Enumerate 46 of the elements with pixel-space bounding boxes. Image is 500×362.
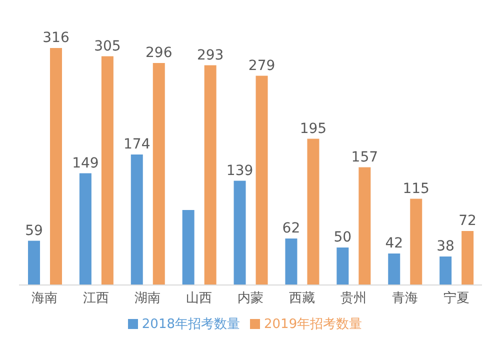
- legend-label: 2019年招考数量: [264, 317, 362, 332]
- data-label: 296: [146, 45, 172, 61]
- bar: [101, 56, 114, 285]
- bar: [388, 254, 400, 285]
- bar: [358, 167, 371, 285]
- data-label: 157: [351, 149, 378, 166]
- bar: [307, 138, 320, 285]
- bar: [130, 154, 143, 285]
- legend-label: 2018年招考数量: [142, 317, 240, 332]
- data-label: 62: [282, 220, 300, 236]
- data-label: 139: [226, 162, 254, 179]
- bar: [79, 173, 92, 285]
- data-label: 279: [248, 58, 276, 74]
- data-label: 72: [458, 213, 476, 229]
- bar: [256, 76, 268, 285]
- data-label: 42: [385, 236, 404, 252]
- x-tick-label: 西藏: [288, 291, 315, 306]
- bar: [285, 238, 298, 285]
- data-label: 305: [94, 38, 121, 54]
- data-label: 316: [42, 30, 70, 46]
- data-label: 195: [300, 120, 327, 137]
- data-label: 115: [402, 180, 430, 197]
- data-label: 149: [72, 155, 99, 172]
- x-tick-label: 海南: [32, 291, 58, 306]
- bar: [204, 65, 216, 285]
- data-label: 38: [436, 238, 454, 254]
- x-tick-label: 内蒙: [238, 291, 264, 306]
- bar: [462, 231, 474, 285]
- bar: [50, 48, 62, 285]
- data-label: 293: [196, 47, 224, 64]
- bar: [234, 180, 246, 285]
- x-tick-label: 湖南: [134, 291, 161, 306]
- data-label: 174: [124, 136, 150, 152]
- bar: [28, 240, 40, 285]
- x-tick-label: 江西: [83, 291, 110, 306]
- bar: [410, 198, 422, 285]
- data-label: 50: [334, 230, 352, 246]
- data-label: 59: [25, 222, 43, 239]
- x-tick-label: 宁夏: [443, 290, 470, 306]
- bar: [152, 63, 165, 285]
- x-tick-label: 山西: [186, 291, 212, 306]
- x-tick-label: 贵州: [340, 291, 366, 306]
- bar: [182, 210, 194, 285]
- bar: [336, 248, 349, 285]
- x-tick-label: 青海: [392, 291, 418, 306]
- bar: [440, 256, 452, 285]
